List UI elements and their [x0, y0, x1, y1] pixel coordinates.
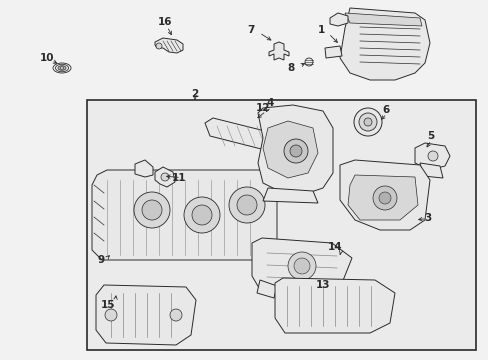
Polygon shape	[155, 38, 183, 53]
Polygon shape	[263, 121, 317, 178]
Text: 7: 7	[247, 25, 254, 35]
Circle shape	[293, 258, 309, 274]
Polygon shape	[258, 105, 332, 193]
Text: 1: 1	[317, 25, 325, 35]
Circle shape	[170, 309, 182, 321]
Circle shape	[284, 139, 307, 163]
Circle shape	[237, 195, 257, 215]
Polygon shape	[135, 160, 153, 177]
Text: 10: 10	[40, 53, 54, 63]
Circle shape	[305, 58, 312, 66]
Text: 2: 2	[191, 89, 198, 99]
Polygon shape	[268, 42, 288, 60]
Polygon shape	[257, 280, 276, 298]
Circle shape	[363, 118, 371, 126]
Text: 4: 4	[266, 98, 273, 108]
Text: 12: 12	[255, 103, 269, 113]
Circle shape	[142, 200, 162, 220]
Circle shape	[228, 187, 264, 223]
Circle shape	[289, 145, 302, 157]
Circle shape	[192, 205, 212, 225]
Polygon shape	[92, 170, 276, 260]
Text: 5: 5	[426, 131, 433, 141]
Circle shape	[353, 108, 381, 136]
Text: 9: 9	[98, 255, 105, 265]
Polygon shape	[204, 118, 285, 153]
Circle shape	[183, 197, 220, 233]
Polygon shape	[329, 13, 347, 26]
Circle shape	[378, 192, 390, 204]
Text: 13: 13	[315, 280, 329, 290]
Polygon shape	[339, 160, 429, 230]
Text: 11: 11	[171, 173, 185, 183]
Polygon shape	[345, 13, 421, 26]
Circle shape	[161, 173, 169, 181]
Polygon shape	[263, 188, 317, 203]
Polygon shape	[96, 285, 196, 345]
Polygon shape	[347, 175, 417, 220]
Polygon shape	[251, 238, 351, 298]
Polygon shape	[339, 8, 429, 80]
Text: 16: 16	[158, 17, 172, 27]
Circle shape	[156, 43, 162, 49]
Circle shape	[134, 192, 170, 228]
Text: 6: 6	[382, 105, 389, 115]
Circle shape	[105, 309, 117, 321]
Text: 8: 8	[287, 63, 294, 73]
Polygon shape	[414, 143, 449, 170]
Polygon shape	[155, 167, 175, 187]
Polygon shape	[274, 278, 394, 333]
Circle shape	[427, 151, 437, 161]
Text: 15: 15	[101, 300, 115, 310]
Polygon shape	[325, 46, 341, 58]
Bar	[87, 100, 475, 350]
Circle shape	[358, 113, 376, 131]
Circle shape	[372, 186, 396, 210]
Text: 14: 14	[326, 242, 341, 252]
Polygon shape	[419, 163, 442, 178]
Text: 3: 3	[424, 213, 431, 223]
Circle shape	[287, 252, 315, 280]
